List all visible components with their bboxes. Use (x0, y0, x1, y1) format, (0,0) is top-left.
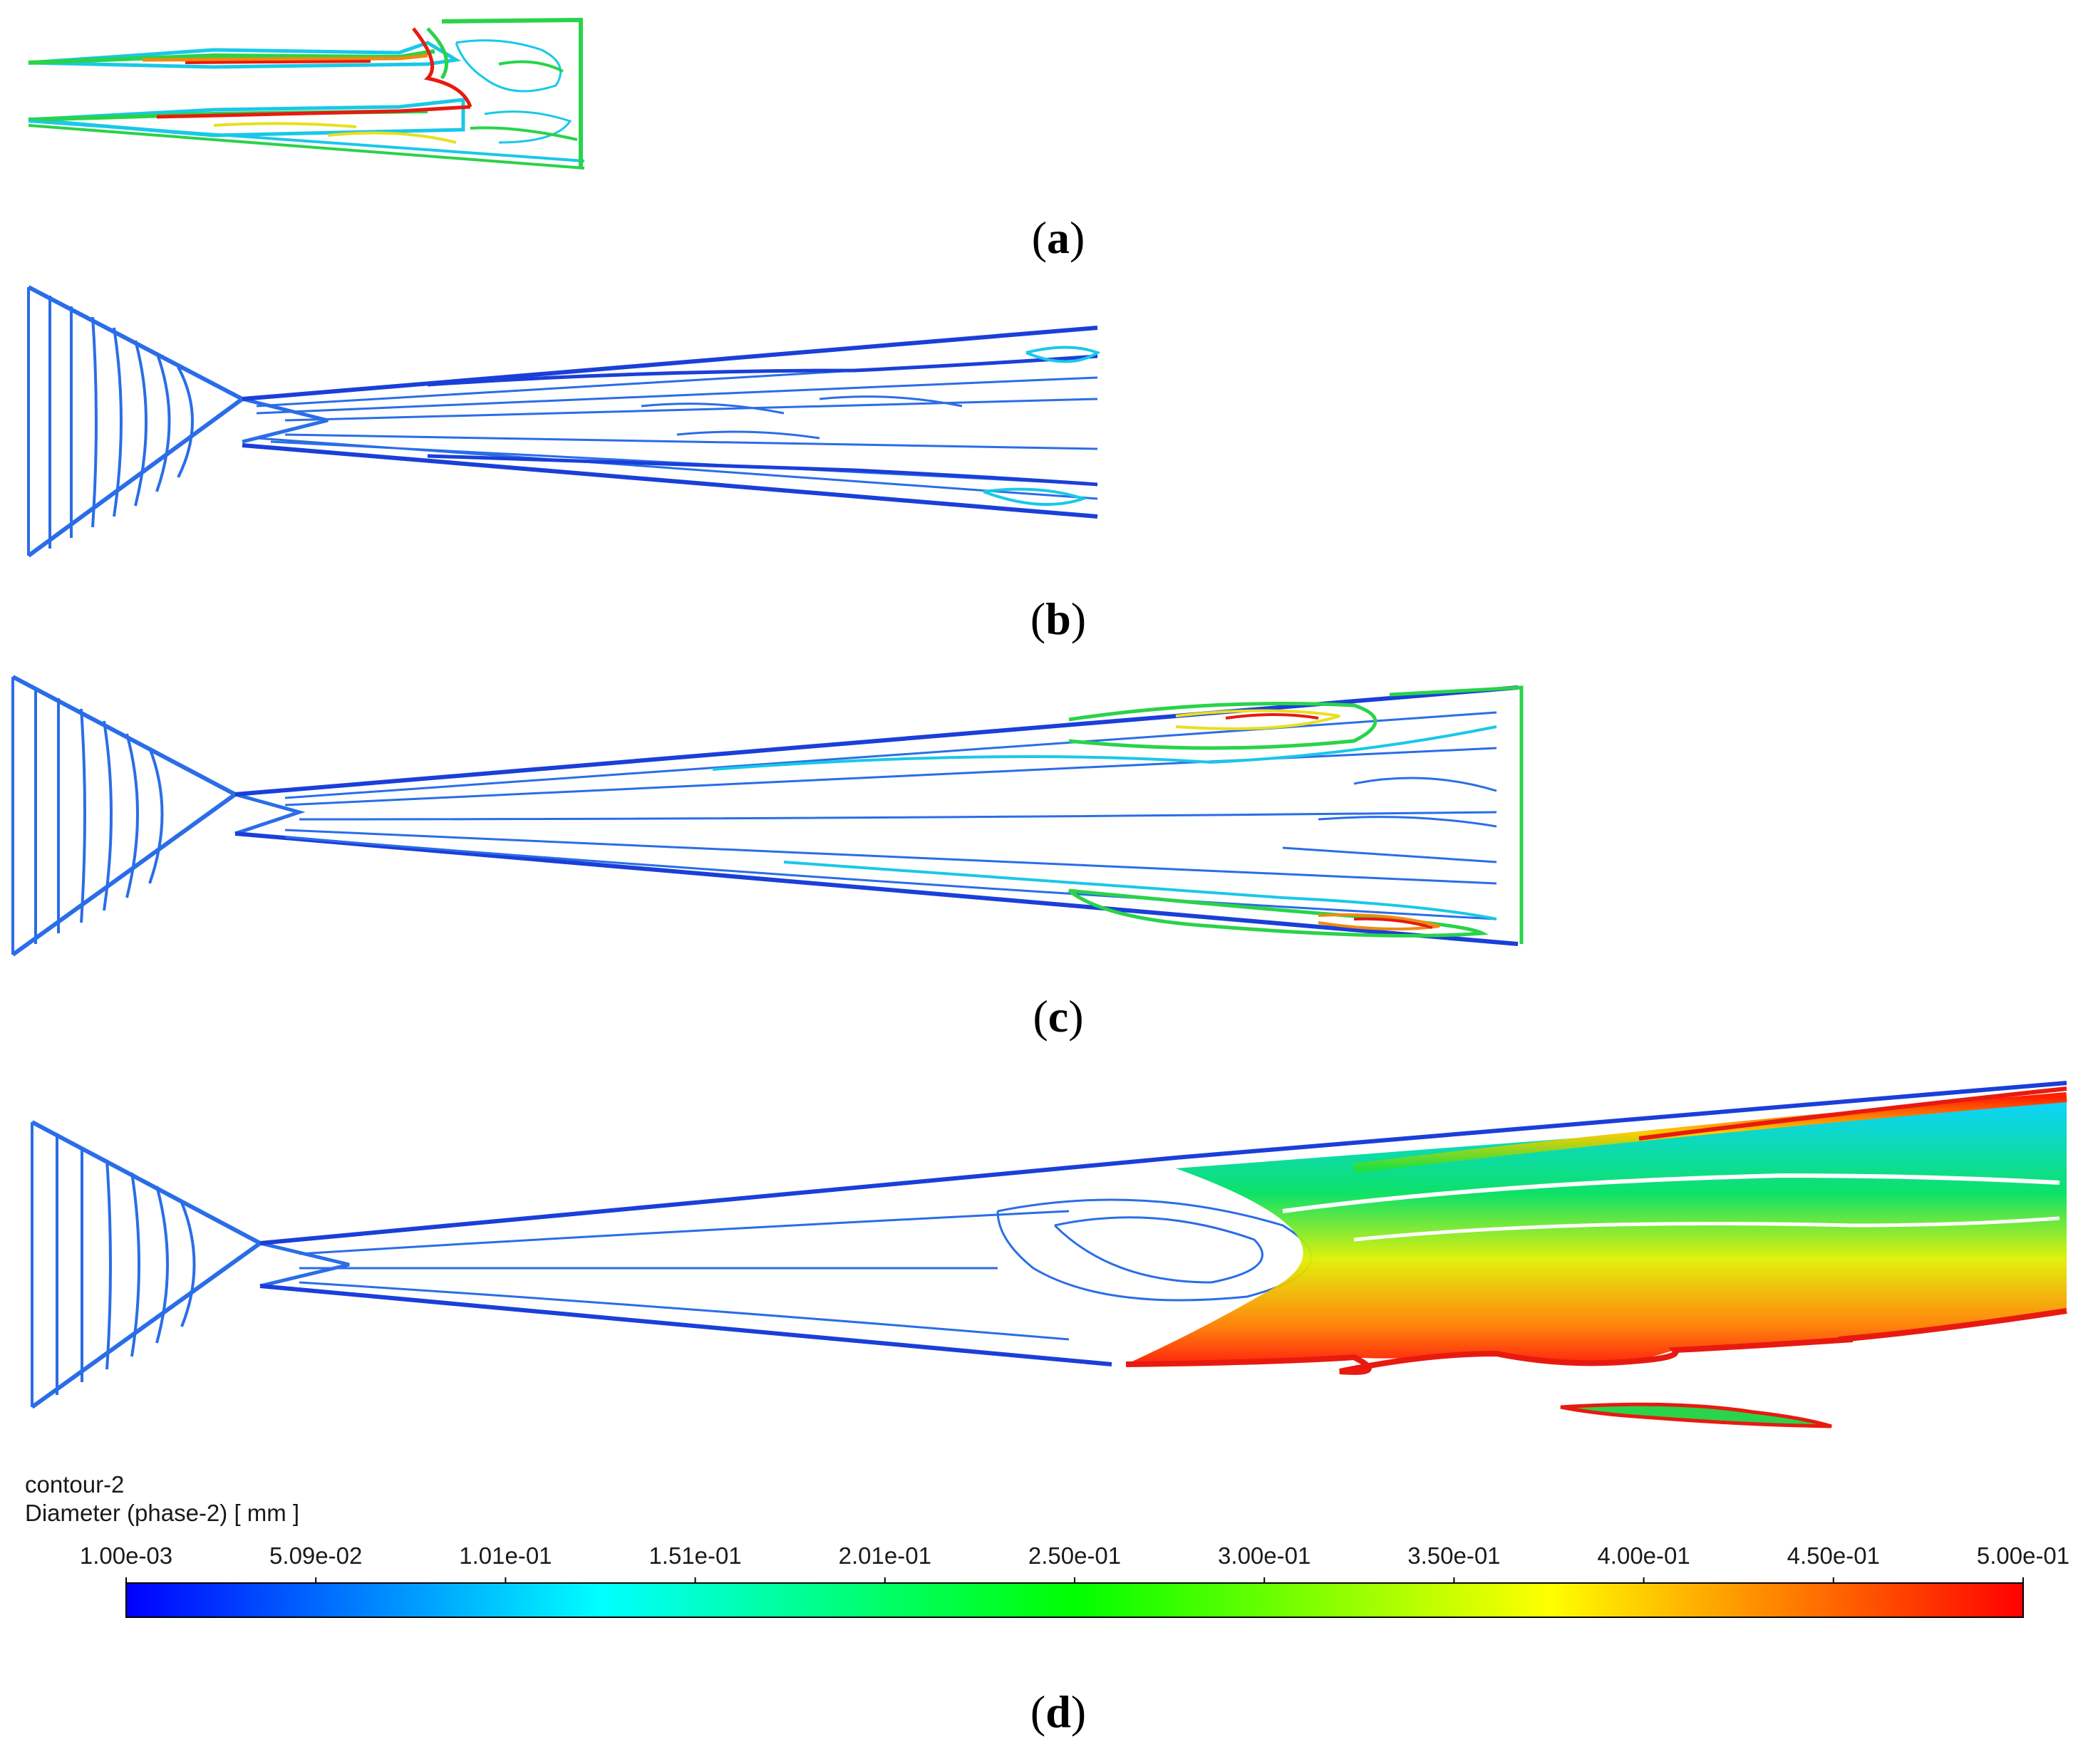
legend-tick-label: 2.50e-01 (1028, 1542, 1122, 1569)
legend-tick-label: 5.09e-02 (269, 1542, 363, 1569)
panel-label-a: (a) (1031, 212, 1085, 263)
legend-tick-label: 1.51e-01 (648, 1542, 742, 1569)
legend-tick-label: 1.00e-03 (79, 1542, 173, 1569)
legend-tick-label: 3.50e-01 (1407, 1542, 1501, 1569)
panel-c-contours (11, 675, 1524, 957)
panel-label-d: (d) (1030, 1686, 1087, 1737)
legend-tick-label: 4.00e-01 (1597, 1542, 1690, 1569)
legend-tick-label: 3.00e-01 (1218, 1542, 1311, 1569)
legend-name: contour-2 (25, 1471, 125, 1498)
panel-d-contours (31, 1081, 2067, 1428)
legend-tick-label: 1.01e-01 (459, 1542, 552, 1569)
panel-a-contours (28, 17, 585, 170)
panel-b-contours (27, 285, 1101, 558)
legend-tick-label: 2.01e-01 (838, 1542, 931, 1569)
legend-colorbar (125, 1577, 2024, 1618)
legend-ticks (125, 1577, 2024, 1583)
panel-label-b: (b) (1030, 593, 1087, 644)
panel-label-c: (c) (1033, 991, 1084, 1042)
legend-tick-label: 4.50e-01 (1787, 1542, 1880, 1569)
legend-tick-label: 5.00e-01 (1976, 1542, 2070, 1569)
legend-quantity: Diameter (phase-2) [ mm ] (25, 1500, 300, 1526)
